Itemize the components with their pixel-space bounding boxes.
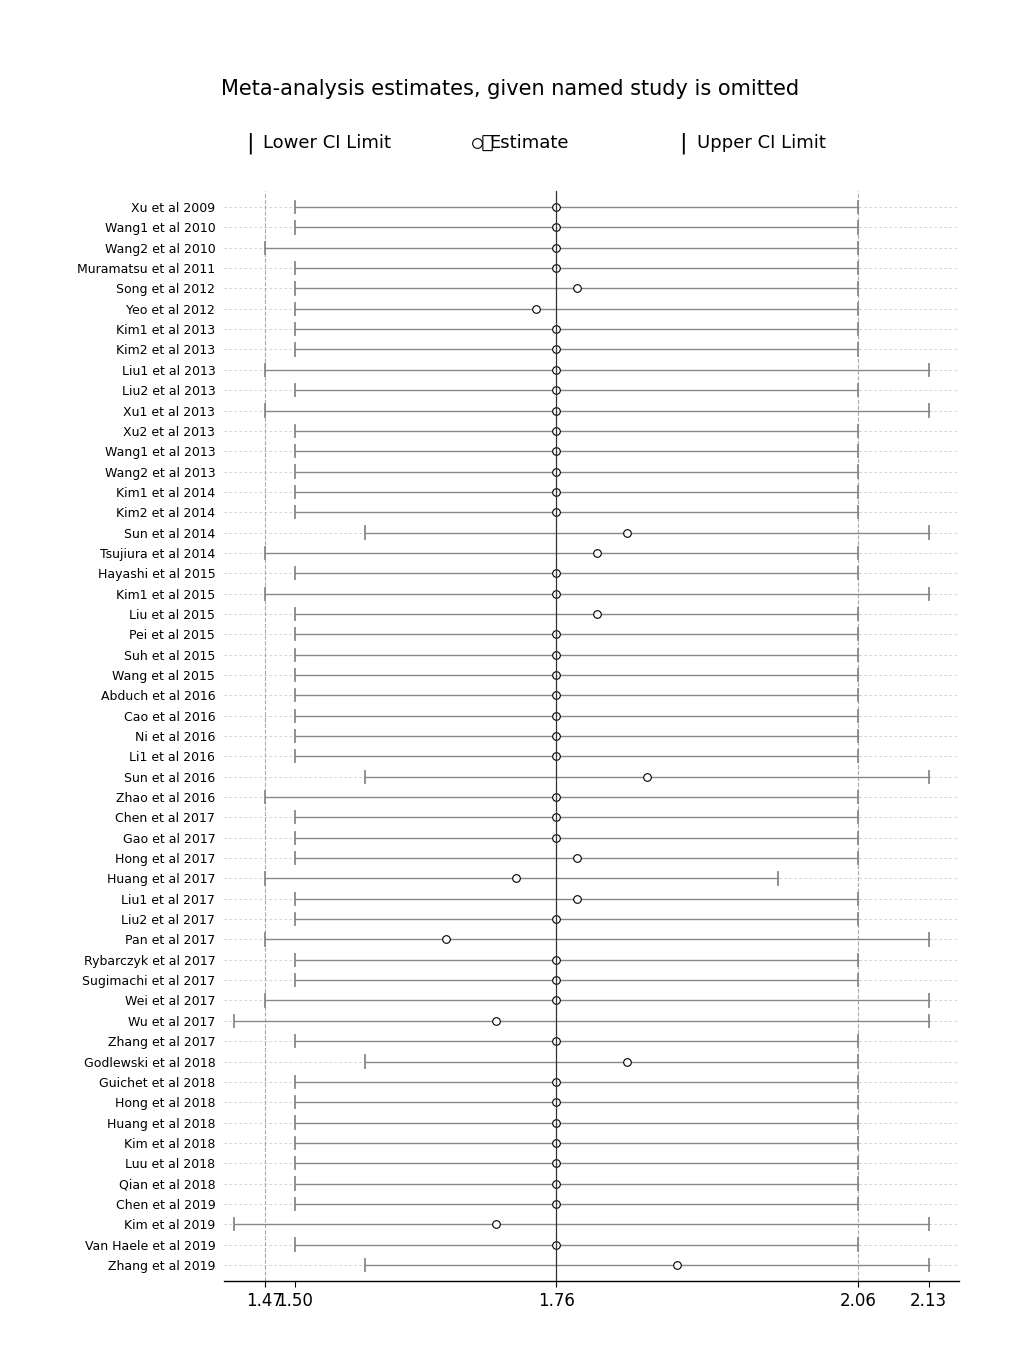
- Text: Estimate: Estimate: [489, 134, 569, 153]
- Text: Meta-analysis estimates, given named study is omitted: Meta-analysis estimates, given named stu…: [221, 79, 798, 98]
- Text: Lower CI Limit: Lower CI Limit: [263, 134, 390, 153]
- Text: |: |: [679, 132, 687, 154]
- Text: o: o: [482, 135, 492, 151]
- Text: |: |: [246, 132, 254, 154]
- Text: Upper CI Limit: Upper CI Limit: [696, 134, 824, 153]
- Text: o: o: [482, 135, 492, 151]
